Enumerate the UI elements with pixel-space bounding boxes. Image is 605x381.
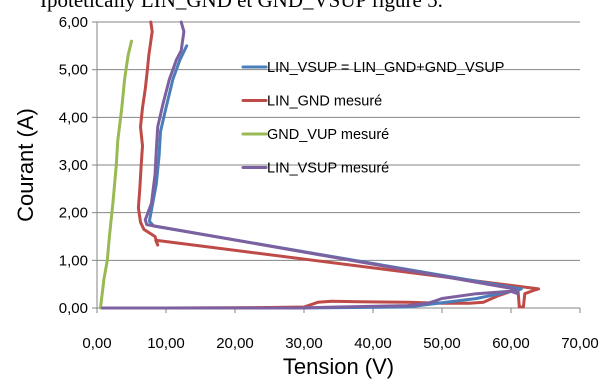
x-tick-label: 20,00 [216, 335, 254, 352]
y-tick-label: 1,00 [59, 252, 88, 269]
y-tick-label: 2,00 [59, 205, 88, 222]
x-tick-label: 50,00 [423, 335, 461, 352]
x-tick-label: 30,00 [285, 335, 323, 352]
series-line [101, 20, 541, 310]
y-axis-label: Courant (A) [13, 108, 38, 222]
y-tick-label: 6,00 [59, 14, 88, 31]
legend-item-label: LIN_VSUP mesuré [267, 161, 389, 177]
gridlines [97, 21, 580, 261]
x-tick-label: 70,00 [561, 335, 599, 352]
legend-item-label: GND_VUP mesuré [267, 127, 389, 143]
series-lines [99, 20, 541, 310]
x-tick-label: 60,00 [492, 335, 530, 352]
legend-item-label: LIN_VSUP = LIN_GND+GND_VSUP [267, 60, 504, 76]
x-tick-label: 10,00 [147, 335, 185, 352]
legend: LIN_VSUP = LIN_GND+GND_VSUP LIN_GND mesur… [241, 60, 504, 177]
legend-item-label: LIN_GND mesuré [267, 94, 382, 110]
x-tick-label: 40,00 [354, 335, 392, 352]
series-line [99, 39, 133, 310]
x-axis-label: Tension (V) [283, 354, 394, 379]
series-line [101, 44, 523, 310]
x-tick-label: 0,00 [82, 335, 111, 352]
y-tick-label: 5,00 [59, 62, 88, 79]
y-tick-label: 4,00 [59, 109, 88, 126]
page-caption: Ipotetically LIN_GND et GND_VSUP figure … [40, 0, 443, 12]
tick-labels: 0,00 1,00 2,00 3,00 4,00 5,00 6,00 0,00 10,00 20,… [59, 14, 599, 352]
series-line [101, 20, 520, 310]
y-tick-label: 0,00 [59, 300, 88, 317]
y-tick-label: 3,00 [59, 157, 88, 174]
